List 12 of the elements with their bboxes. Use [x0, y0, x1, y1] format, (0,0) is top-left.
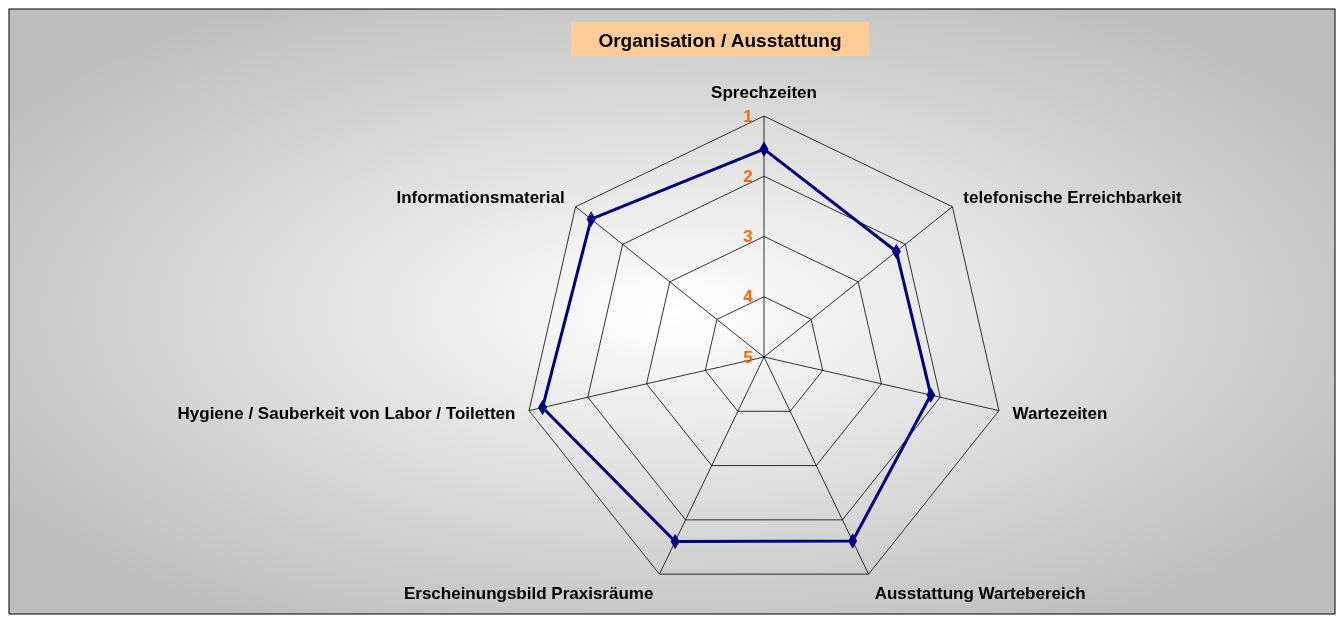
y-tick-label: 3 — [743, 227, 753, 246]
spoke-label: Ausstattung Wartebereich — [874, 583, 1086, 603]
chart-title: Organisation / Ausstattung — [598, 30, 842, 51]
spoke-label: telefonische Erreichbarkeit — [963, 188, 1182, 208]
spoke-label: Sprechzeiten — [711, 83, 817, 102]
y-tick-label: 4 — [743, 287, 754, 307]
y-tick-label: 1 — [743, 106, 753, 126]
spoke-label: Wartezeiten — [1012, 403, 1108, 423]
spoke-label: Erscheinungsbild Praxisräume — [403, 583, 654, 603]
spoke-label: Hygiene / Sauberkeit von Labor / Toiletten — [177, 403, 516, 423]
y-tick-label: 2 — [743, 166, 753, 186]
spoke-label: Informationsmaterial — [396, 188, 565, 208]
